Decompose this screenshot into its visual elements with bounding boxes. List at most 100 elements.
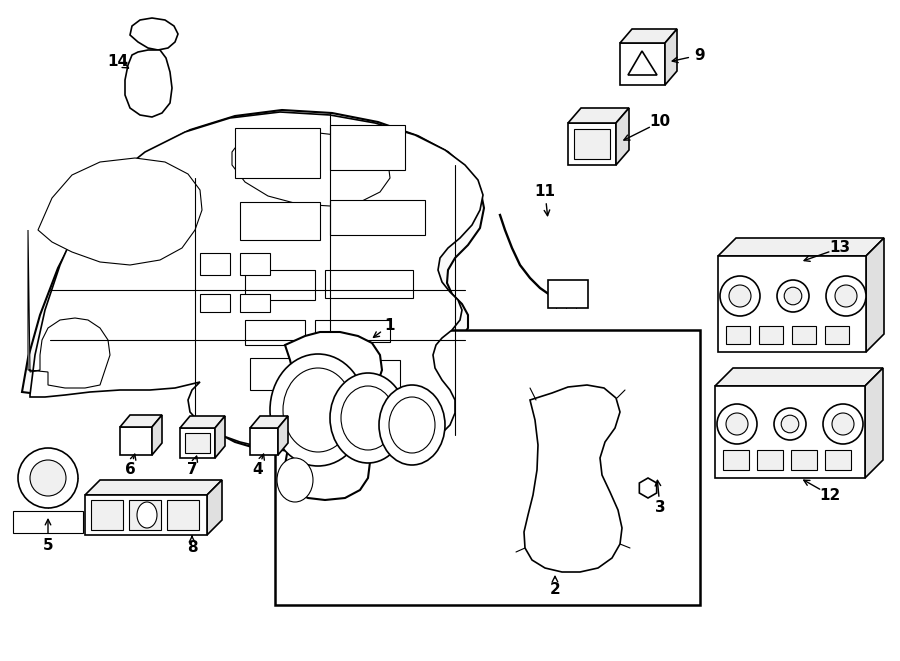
Polygon shape bbox=[232, 132, 390, 206]
Bar bbox=[13, 511, 83, 533]
Polygon shape bbox=[628, 51, 657, 75]
Bar bbox=[167, 500, 199, 530]
Bar bbox=[200, 253, 230, 275]
Polygon shape bbox=[180, 416, 225, 428]
Text: 14: 14 bbox=[107, 54, 129, 69]
Ellipse shape bbox=[137, 502, 157, 528]
Bar bbox=[757, 450, 783, 470]
Polygon shape bbox=[125, 50, 172, 117]
Bar bbox=[235, 128, 320, 178]
Bar bbox=[325, 270, 413, 298]
Polygon shape bbox=[865, 368, 883, 478]
Polygon shape bbox=[22, 110, 484, 459]
Ellipse shape bbox=[835, 285, 857, 307]
Polygon shape bbox=[28, 230, 110, 388]
Bar bbox=[120, 427, 152, 455]
Text: 9: 9 bbox=[695, 48, 706, 63]
Bar bbox=[250, 358, 305, 390]
Ellipse shape bbox=[777, 280, 809, 312]
Polygon shape bbox=[215, 416, 225, 458]
Ellipse shape bbox=[717, 404, 757, 444]
Bar bbox=[825, 450, 851, 470]
Bar bbox=[91, 500, 123, 530]
Text: 4: 4 bbox=[253, 463, 264, 477]
Polygon shape bbox=[250, 416, 288, 428]
Ellipse shape bbox=[784, 287, 802, 305]
Ellipse shape bbox=[389, 397, 435, 453]
Ellipse shape bbox=[720, 276, 760, 316]
Ellipse shape bbox=[781, 415, 799, 433]
Polygon shape bbox=[620, 29, 677, 43]
Text: 12: 12 bbox=[819, 488, 841, 502]
Ellipse shape bbox=[726, 413, 748, 435]
Polygon shape bbox=[568, 108, 629, 123]
Text: 2: 2 bbox=[550, 582, 561, 598]
Ellipse shape bbox=[774, 408, 806, 440]
Polygon shape bbox=[85, 480, 222, 495]
Bar bbox=[245, 320, 305, 345]
Text: 7: 7 bbox=[186, 463, 197, 477]
Polygon shape bbox=[866, 238, 884, 352]
Bar bbox=[315, 320, 390, 342]
Text: 6: 6 bbox=[124, 463, 135, 477]
Ellipse shape bbox=[729, 285, 751, 307]
Bar bbox=[759, 326, 783, 344]
Polygon shape bbox=[207, 480, 222, 535]
Polygon shape bbox=[130, 18, 178, 50]
Ellipse shape bbox=[823, 404, 863, 444]
Text: 10: 10 bbox=[650, 114, 670, 130]
Polygon shape bbox=[120, 415, 162, 427]
Polygon shape bbox=[38, 158, 202, 265]
Ellipse shape bbox=[330, 373, 406, 463]
Bar bbox=[245, 270, 315, 300]
Text: 1: 1 bbox=[385, 317, 395, 332]
Bar bbox=[315, 360, 400, 388]
Bar bbox=[129, 500, 161, 530]
Bar bbox=[275, 330, 700, 605]
Ellipse shape bbox=[832, 413, 854, 435]
Polygon shape bbox=[639, 478, 657, 498]
Bar bbox=[792, 326, 816, 344]
Bar bbox=[330, 200, 425, 235]
Bar bbox=[180, 428, 215, 458]
Bar bbox=[548, 280, 588, 308]
Ellipse shape bbox=[277, 458, 313, 502]
Text: 11: 11 bbox=[535, 184, 555, 200]
Bar bbox=[240, 202, 320, 240]
Bar bbox=[250, 428, 278, 455]
Bar bbox=[200, 294, 230, 312]
Ellipse shape bbox=[379, 385, 445, 465]
Bar bbox=[574, 129, 610, 159]
Bar bbox=[568, 123, 616, 165]
Bar bbox=[185, 433, 210, 453]
Polygon shape bbox=[30, 112, 483, 455]
Text: 3: 3 bbox=[654, 500, 665, 516]
Bar bbox=[85, 495, 207, 535]
Polygon shape bbox=[718, 238, 884, 256]
Ellipse shape bbox=[826, 276, 866, 316]
Bar bbox=[330, 125, 405, 170]
Ellipse shape bbox=[18, 448, 78, 508]
Polygon shape bbox=[285, 332, 382, 500]
Bar bbox=[718, 256, 866, 352]
Bar bbox=[240, 294, 270, 312]
Polygon shape bbox=[524, 385, 622, 572]
Polygon shape bbox=[715, 368, 883, 386]
Text: 13: 13 bbox=[830, 241, 850, 256]
Polygon shape bbox=[665, 29, 677, 85]
Bar bbox=[723, 450, 749, 470]
Ellipse shape bbox=[270, 354, 366, 466]
Bar bbox=[726, 326, 750, 344]
Text: 8: 8 bbox=[186, 541, 197, 555]
Ellipse shape bbox=[341, 386, 395, 450]
Bar bbox=[791, 450, 817, 470]
Polygon shape bbox=[152, 415, 162, 455]
Bar bbox=[715, 386, 865, 478]
Polygon shape bbox=[278, 416, 288, 455]
Ellipse shape bbox=[283, 368, 353, 452]
Ellipse shape bbox=[30, 460, 66, 496]
Polygon shape bbox=[616, 108, 629, 165]
Bar bbox=[240, 253, 270, 275]
Bar bbox=[620, 43, 665, 85]
Text: 5: 5 bbox=[42, 537, 53, 553]
